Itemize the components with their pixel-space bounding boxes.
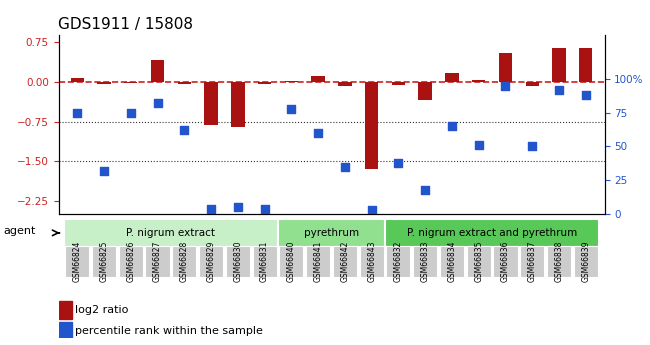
FancyBboxPatch shape — [64, 219, 278, 247]
Text: GDS1911 / 15808: GDS1911 / 15808 — [58, 17, 194, 32]
FancyBboxPatch shape — [386, 246, 410, 277]
Point — [393, 160, 404, 165]
Point — [125, 110, 136, 116]
FancyBboxPatch shape — [467, 246, 491, 277]
Text: GSM66825: GSM66825 — [99, 241, 109, 282]
Point — [206, 206, 216, 211]
Text: log2 ratio: log2 ratio — [75, 305, 128, 315]
FancyBboxPatch shape — [520, 246, 544, 277]
Bar — [365, 82, 378, 169]
Bar — [472, 80, 486, 82]
Bar — [392, 82, 405, 85]
Bar — [552, 48, 566, 82]
Point — [179, 128, 190, 133]
Point — [152, 100, 162, 106]
Text: GSM66841: GSM66841 — [313, 241, 322, 282]
FancyBboxPatch shape — [146, 246, 170, 277]
Point — [259, 206, 270, 211]
Bar — [499, 53, 512, 82]
Text: GSM66834: GSM66834 — [447, 240, 456, 282]
Bar — [258, 82, 271, 83]
Point — [340, 164, 350, 169]
FancyBboxPatch shape — [440, 246, 464, 277]
Text: P. nigrum extract and pyrethrum: P. nigrum extract and pyrethrum — [407, 228, 577, 238]
Point — [473, 142, 484, 148]
Point — [72, 110, 83, 116]
Bar — [311, 76, 325, 82]
Bar — [124, 82, 137, 83]
Text: GSM66831: GSM66831 — [260, 241, 269, 282]
Text: pyrethrum: pyrethrum — [304, 228, 359, 238]
Bar — [58, 322, 72, 340]
FancyBboxPatch shape — [385, 219, 599, 247]
Text: agent: agent — [3, 226, 36, 236]
Text: GSM66830: GSM66830 — [233, 240, 242, 282]
FancyBboxPatch shape — [413, 246, 437, 277]
Bar — [71, 78, 84, 82]
Text: GSM66827: GSM66827 — [153, 241, 162, 282]
FancyBboxPatch shape — [199, 246, 223, 277]
Text: GSM66824: GSM66824 — [73, 241, 82, 282]
Text: percentile rank within the sample: percentile rank within the sample — [75, 326, 263, 336]
Point — [233, 204, 243, 210]
Text: GSM66840: GSM66840 — [287, 240, 296, 282]
FancyBboxPatch shape — [574, 246, 598, 277]
FancyBboxPatch shape — [278, 219, 385, 247]
Text: GSM66837: GSM66837 — [528, 240, 537, 282]
Bar — [419, 82, 432, 100]
FancyBboxPatch shape — [65, 246, 89, 277]
Bar — [579, 48, 592, 82]
Point — [500, 83, 511, 89]
Bar — [231, 82, 244, 127]
FancyBboxPatch shape — [119, 246, 143, 277]
Point — [367, 207, 377, 213]
Bar — [58, 301, 72, 319]
Text: GSM66838: GSM66838 — [554, 241, 564, 282]
FancyBboxPatch shape — [333, 246, 357, 277]
Bar — [285, 81, 298, 82]
FancyBboxPatch shape — [359, 246, 384, 277]
Text: GSM66843: GSM66843 — [367, 240, 376, 282]
FancyBboxPatch shape — [493, 246, 517, 277]
Text: GSM66836: GSM66836 — [501, 240, 510, 282]
Text: GSM66842: GSM66842 — [341, 241, 350, 282]
Bar — [98, 82, 111, 83]
Point — [447, 124, 457, 129]
FancyBboxPatch shape — [253, 246, 277, 277]
FancyBboxPatch shape — [280, 246, 304, 277]
FancyBboxPatch shape — [306, 246, 330, 277]
Bar — [151, 60, 164, 82]
Text: GSM66832: GSM66832 — [394, 241, 403, 282]
Bar — [338, 82, 352, 86]
Text: P. nigrum extract: P. nigrum extract — [126, 228, 215, 238]
FancyBboxPatch shape — [226, 246, 250, 277]
Bar — [445, 73, 459, 82]
Text: GSM66835: GSM66835 — [474, 240, 483, 282]
Point — [527, 144, 538, 149]
Text: GSM66826: GSM66826 — [126, 241, 135, 282]
FancyBboxPatch shape — [172, 246, 196, 277]
Bar — [526, 82, 539, 86]
Text: GSM66833: GSM66833 — [421, 240, 430, 282]
Text: GSM66829: GSM66829 — [207, 241, 216, 282]
Bar — [177, 82, 191, 84]
Point — [313, 130, 323, 136]
Bar — [204, 82, 218, 125]
Text: GSM66828: GSM66828 — [180, 241, 188, 282]
FancyBboxPatch shape — [547, 246, 571, 277]
Point — [420, 187, 430, 193]
Text: GSM66839: GSM66839 — [581, 240, 590, 282]
Point — [99, 168, 109, 174]
FancyBboxPatch shape — [92, 246, 116, 277]
Point — [286, 106, 296, 111]
Point — [580, 92, 591, 98]
Point — [554, 87, 564, 92]
